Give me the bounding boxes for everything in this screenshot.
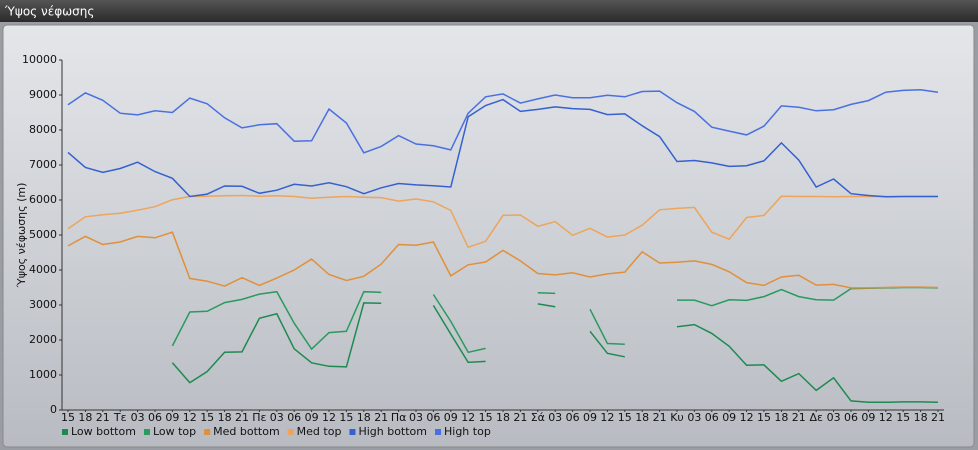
chart-title: Ύψος νέφωσης [4,5,94,19]
x-tick-label: 15 [339,411,353,424]
x-tick-label: 09 [722,411,736,424]
x-tick-label: 12 [461,411,475,424]
x-tick-label: 18 [774,411,788,424]
x-tick-label: 06 [566,411,580,424]
y-tick-label: 5000 [29,228,57,241]
x-tick-label: 18 [357,411,371,424]
x-tick-label: 18 [635,411,649,424]
y-tick-label: 4000 [29,263,57,276]
series-line [171,302,939,404]
legend-swatch [349,429,356,435]
x-tick-label: 06 [844,411,858,424]
x-tick-label: Πα [391,411,407,424]
x-tick-label: 18 [218,411,232,424]
x-tick-label: Σά [531,411,545,424]
x-tick-label: 06 [287,411,301,424]
x-tick-label: 09 [305,411,319,424]
y-tick-label: 10000 [22,53,57,66]
x-tick-label: 03 [131,411,145,424]
x-tick-label: 06 [148,411,162,424]
x-tick-label: 06 [426,411,440,424]
x-tick-label: 21 [235,411,249,424]
x-tick-label: 15 [200,411,214,424]
y-tick-label: 8000 [29,123,57,136]
x-tick-label: Τε [113,411,127,424]
x-tick-label: 21 [931,411,945,424]
x-tick-label: 12 [183,411,197,424]
series-line [67,89,939,154]
legend-swatch [435,429,441,435]
y-tick-label: 7000 [29,158,57,171]
x-tick-label: 12 [600,411,614,424]
x-tick-label: 03 [409,411,423,424]
x-tick-label: Πε [252,411,266,424]
legend-swatch [62,429,68,435]
x-tick-label: 09 [165,411,179,424]
x-tick-label: 12 [879,411,893,424]
x-tick-label: 15 [896,411,910,424]
x-tick-label: 21 [513,411,527,424]
x-tick-label: 18 [496,411,510,424]
legend-label: Low bottom [71,425,136,438]
x-tick-label: 15 [618,411,632,424]
x-tick-label: 09 [583,411,597,424]
series-line [67,194,938,249]
legend-swatch [143,429,150,435]
y-tick-label: 0 [50,403,57,416]
x-tick-label: 12 [322,411,336,424]
title-bar [0,0,978,22]
x-tick-label: 03 [827,411,841,424]
x-tick-label: 12 [740,411,754,424]
x-tick-label: 03 [687,411,701,424]
y-tick-label: 2000 [29,333,57,346]
legend-swatch [287,429,294,435]
legend-label: High top [444,425,491,438]
x-tick-label: 15 [479,411,493,424]
series-line [67,231,939,289]
x-tick-label: 18 [914,411,928,424]
legend-swatch [204,429,211,435]
x-tick-label: 18 [78,411,92,424]
legend-label: High bottom [358,425,427,438]
x-tick-label: 21 [792,411,806,424]
y-tick-label: 3000 [29,298,57,311]
y-tick-label: 1000 [29,368,57,381]
x-tick-label: Κυ [670,411,684,424]
x-tick-label: 15 [61,411,75,424]
y-axis-title: Ύψος νέφωσης (m) [15,183,28,289]
x-tick-label: 09 [444,411,458,424]
legend-label: Med top [297,425,342,438]
legend-label: Med bottom [213,425,280,438]
y-tick-label: 6000 [29,193,57,206]
x-tick-label: 21 [374,411,388,424]
x-tick-label: 09 [861,411,875,424]
x-tick-label: 21 [653,411,667,424]
legend-label: Low top [153,425,196,438]
y-tick-label: 9000 [29,88,57,101]
series-line [67,98,938,198]
x-tick-label: 21 [96,411,110,424]
x-tick-label: 15 [757,411,771,424]
series-line [171,286,939,354]
x-tick-label: 06 [705,411,719,424]
x-tick-label: 03 [270,411,284,424]
x-tick-label: 03 [548,411,562,424]
x-tick-label: Δε [809,411,823,424]
